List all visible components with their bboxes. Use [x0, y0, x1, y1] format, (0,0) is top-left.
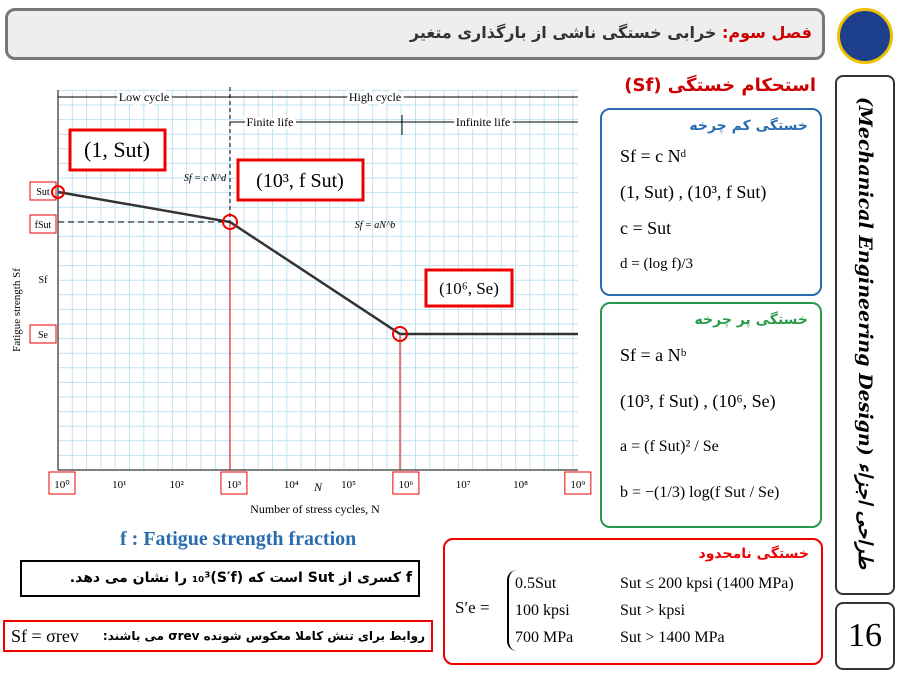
case-value: 100 kpsi	[515, 602, 570, 619]
formula: (1, Sut) , (10³, f Sut)	[620, 182, 767, 202]
y-label: fSut	[35, 220, 52, 231]
curve-label: Sf = aN^b	[355, 220, 395, 231]
x-tick-label: 10⁵	[341, 479, 356, 491]
infinite-box: خستگی نامحدود S′e = 0.5Sut Sut ≤ 200 kpsi…	[443, 538, 823, 665]
case-cond: Sut ≤ 200 kpsi (1400 MPa)	[620, 575, 794, 592]
high-cycle-box: خستگی پر چرخه Sf = a Nᵇ (10³, f Sut) , (1…	[600, 302, 822, 528]
title-prefix: فصل سوم:	[722, 23, 812, 42]
case-cond: Sut > kpsi	[620, 602, 686, 619]
region: Low cycle	[119, 90, 169, 104]
case: 0.5Sut Sut ≤ 200 kpsi (1400 MPa)	[515, 570, 794, 597]
formula: (10³, f Sut) , (10⁶, Se)	[620, 391, 776, 411]
formula: c = Sut	[620, 218, 672, 238]
box-title: خستگی نامحدود	[698, 546, 809, 562]
reversed-formula: Sf = σrev	[11, 626, 79, 646]
callout: (1, Sut)	[84, 137, 150, 162]
formula: Sf = a Nᵇ	[620, 345, 687, 365]
curve-label: Sf = c N^d	[184, 173, 227, 184]
x-tick-label: 10¹	[112, 479, 126, 491]
header-box: فصل سوم: خرابی خستگی ناشی از بارگذاری مت…	[5, 8, 825, 60]
x-tick-label: 10⁴	[284, 479, 299, 491]
y-axis-label: Fatigue strength Sf	[11, 268, 23, 352]
x-axis-label: Number of stress cycles, N	[250, 502, 380, 516]
low-cycle-box: خستگی کم چرخه Sf = c Nᵈ (1, Sut) , (10³, …	[600, 108, 822, 296]
sidebar: طراحی اجزاء (Mechanical Engineering Desi…	[835, 75, 895, 595]
tick-box	[220, 471, 248, 495]
formula: Sf = c Nᵈ	[620, 146, 687, 166]
header: فصل سوم: خرابی خستگی ناشی از بارگذاری مت…	[410, 23, 812, 42]
fraction-title: f : Fatigue strength fraction	[120, 528, 357, 550]
tick-box	[48, 471, 76, 495]
x-tick-label: 10⁹	[570, 479, 585, 491]
case: 700 MPa Sut > 1400 MPa	[515, 624, 794, 651]
fraction-text: f کسری از Sut است که (S′f)₁₀³ را نشان می…	[20, 560, 420, 597]
region: Infinite life	[456, 115, 510, 129]
section-title: استحکام خستگی (Sf)	[624, 75, 816, 96]
callout: (10⁶, Se)	[439, 279, 499, 298]
high-lines: Sf = a Nᵇ (10³, f Sut) , (10⁶, Se) a = (f …	[602, 332, 820, 516]
case-value: 700 MPa	[515, 629, 574, 646]
box-title: خستگی پر چرخه	[694, 312, 808, 328]
tick-box	[564, 471, 592, 495]
x-tick-label: 10⁶	[398, 479, 413, 491]
lhs: S′e =	[455, 598, 490, 617]
n-label: N	[313, 480, 323, 494]
logo	[837, 8, 893, 64]
formula: a = (f Sut)² / Se	[620, 438, 719, 455]
tick-box	[392, 471, 420, 495]
y-label: Se	[38, 330, 49, 341]
title: خرابی خستگی ناشی از بارگذاری متغیر	[409, 23, 717, 42]
low-lines: Sf = c Nᵈ (1, Sut) , (10³, f Sut) c = Sut d…	[602, 138, 820, 282]
diagram: Low cycle High cycle Finite life Infinit…	[11, 87, 592, 516]
x-tick-label: 10³	[227, 479, 242, 491]
x-tick-label: 10⁷	[456, 479, 471, 491]
case: 100 kpsi Sut > kpsi	[515, 597, 794, 624]
course: طراحی اجزاء (Mechanical Engineering Desi…	[854, 96, 876, 570]
x-tick-label: 10⁸	[513, 479, 528, 491]
y-label: Sf	[39, 275, 49, 286]
x-tick-label: 10²	[169, 479, 184, 491]
cases: 0.5Sut Sut ≤ 200 kpsi (1400 MPa) 100 kpsi…	[507, 570, 794, 651]
case-cond: Sut > 1400 MPa	[620, 629, 725, 646]
box-title: خستگی کم چرخه	[689, 118, 808, 134]
region: Finite life	[247, 115, 294, 129]
callout: (10³, f Sut)	[256, 170, 344, 192]
x-tick-label: 10⁰	[54, 479, 70, 491]
reversed-text: روابط برای تنش کاملا معکوس شونده σrev می…	[102, 629, 425, 643]
formula: b = −(1/3) log(f Sut / Se)	[620, 484, 780, 501]
y-label: Sut	[36, 187, 50, 198]
page-number: 16	[835, 602, 895, 670]
case-value: 0.5Sut	[515, 575, 557, 592]
region: High cycle	[349, 90, 401, 104]
formula: d = (log f)/3	[620, 256, 694, 272]
reversed-box: روابط برای تنش کاملا معکوس شونده σrev می…	[3, 620, 433, 652]
